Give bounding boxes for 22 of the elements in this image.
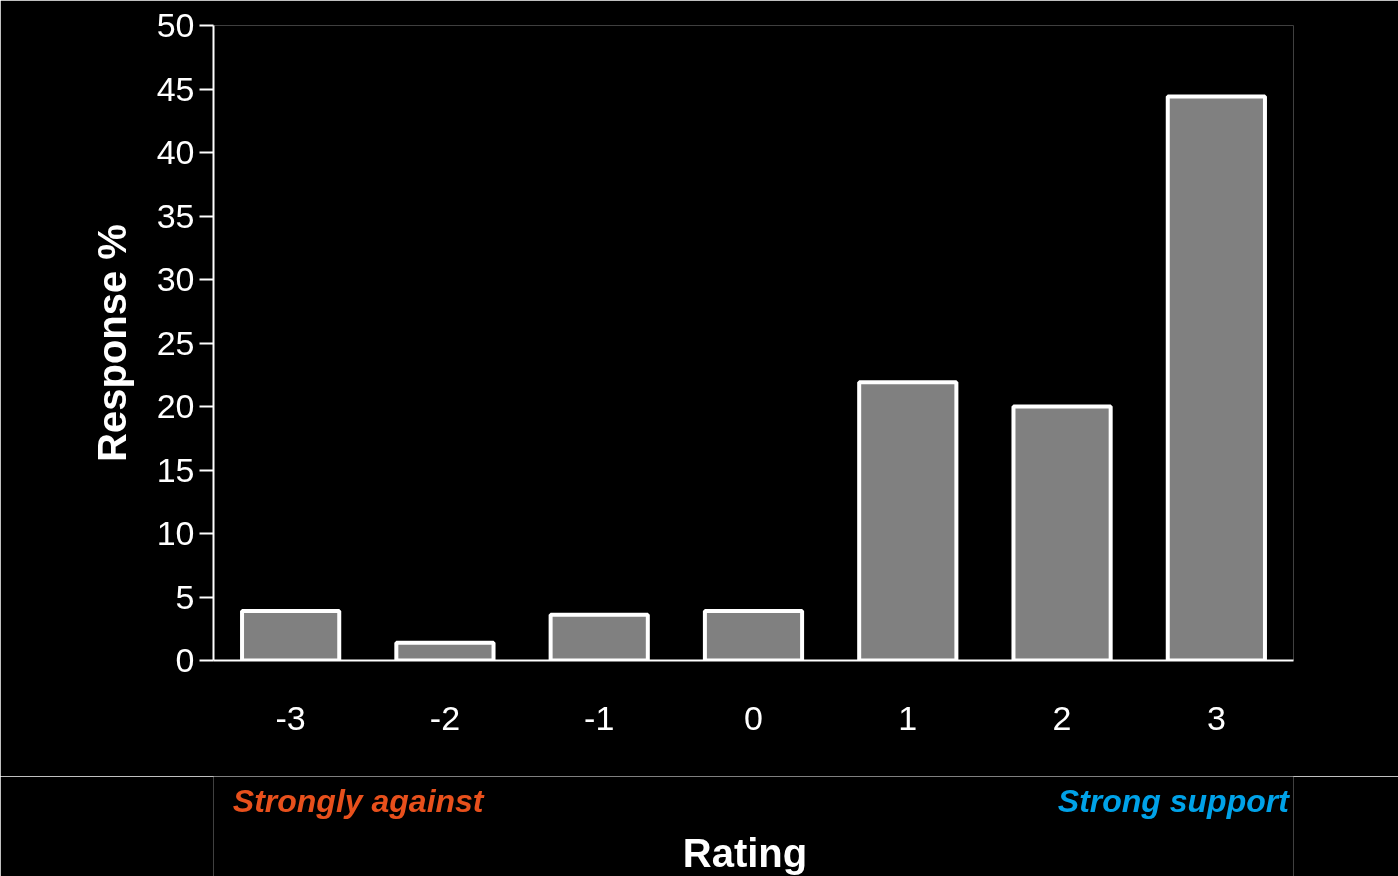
x-tick-label: -1: [584, 698, 615, 737]
y-tick-label: 45: [156, 69, 195, 108]
x-tick-label: 0: [744, 698, 763, 737]
x-tick-label: 2: [1052, 698, 1072, 737]
y-tick-label: 50: [156, 6, 195, 44]
y-tick-label: 30: [156, 260, 195, 298]
x-axis-title: Rating: [682, 830, 808, 875]
y-tick-label: 25: [156, 323, 195, 362]
y-tick-label: 5: [175, 577, 195, 616]
text: Strong support: [1057, 782, 1291, 819]
y-tick-label: 40: [156, 133, 195, 171]
y-tick-label: 20: [156, 387, 195, 425]
y-axis-title: Response %: [89, 224, 134, 462]
x-tick-label: 1: [898, 698, 918, 737]
x-tick-label: 3: [1206, 698, 1226, 737]
text: Strongly against: [232, 782, 485, 819]
y-tick-label: 15: [156, 450, 195, 489]
x-tick-label: -2: [429, 698, 461, 737]
y-tick-label: 10: [156, 514, 195, 552]
x-tick-label: -3: [275, 698, 306, 737]
y-tick-label: 0: [175, 641, 195, 679]
y-tick-label: 35: [156, 196, 195, 235]
